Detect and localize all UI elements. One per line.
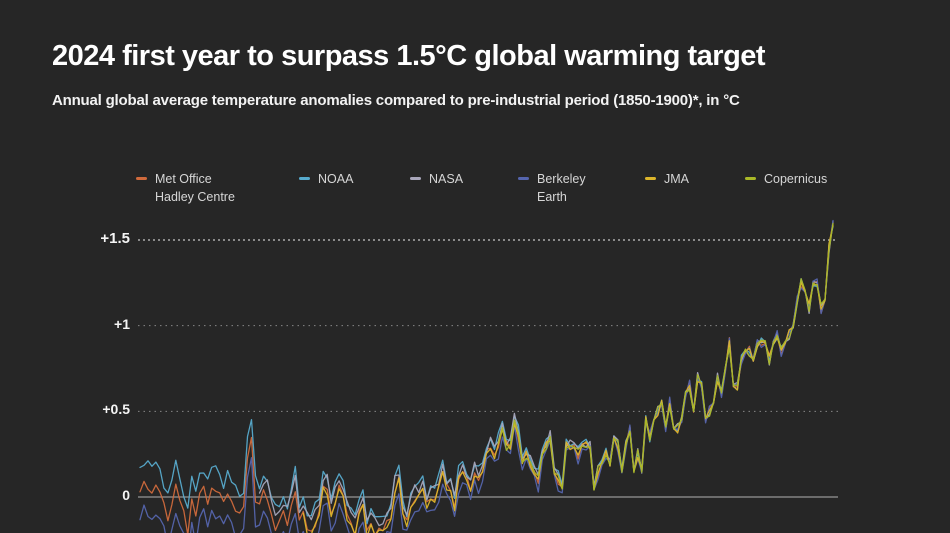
- series-line-copernicus: [497, 222, 834, 491]
- legend-item-jma: JMA: [645, 170, 689, 188]
- y-tick-label-+1: +1: [114, 315, 130, 332]
- legend-label-copernicus: Copernicus: [764, 172, 828, 186]
- legend-item-met-office: Met Office Hadley Centre: [136, 170, 235, 206]
- legend-label-jma: JMA: [664, 172, 689, 186]
- legend-item-berkeley-earth: Berkeley Earth: [518, 170, 586, 206]
- y-tick-label-+1.5: +1.5: [100, 230, 130, 247]
- series-line-noaa: [139, 225, 834, 525]
- legend-label-noaa: NOAA: [318, 172, 354, 186]
- legend-item-copernicus: Copernicus: [745, 170, 827, 188]
- legend-swatch-berkeley-earth: [518, 177, 529, 180]
- page-subtitle: Annual global average temperature anomal…: [52, 92, 740, 109]
- legend-swatch-jma: [645, 177, 656, 180]
- gridlines: [138, 239, 838, 498]
- legend-swatch-copernicus: [745, 177, 756, 180]
- legend-swatch-nasa: [410, 177, 421, 180]
- legend-label-met-office: Met Office Hadley Centre: [155, 172, 235, 205]
- legend-label-nasa: NASA: [429, 172, 464, 186]
- legend-item-nasa: NASA: [410, 170, 463, 188]
- series-line-jma: [302, 224, 834, 533]
- legend-label-berkeley-earth: Berkeley Earth: [537, 172, 586, 205]
- legend-swatch-noaa: [299, 177, 310, 180]
- series-line-nasa: [258, 220, 834, 527]
- page-title: 2024 first year to surpass 1.5°C global …: [52, 40, 766, 72]
- legend-item-noaa: NOAA: [299, 170, 353, 188]
- y-tick-label-0: 0: [122, 487, 130, 503]
- legend-swatch-met-office: [136, 177, 147, 180]
- y-tick-label-+0.5: +0.5: [102, 401, 130, 418]
- series-lines: [139, 219, 834, 533]
